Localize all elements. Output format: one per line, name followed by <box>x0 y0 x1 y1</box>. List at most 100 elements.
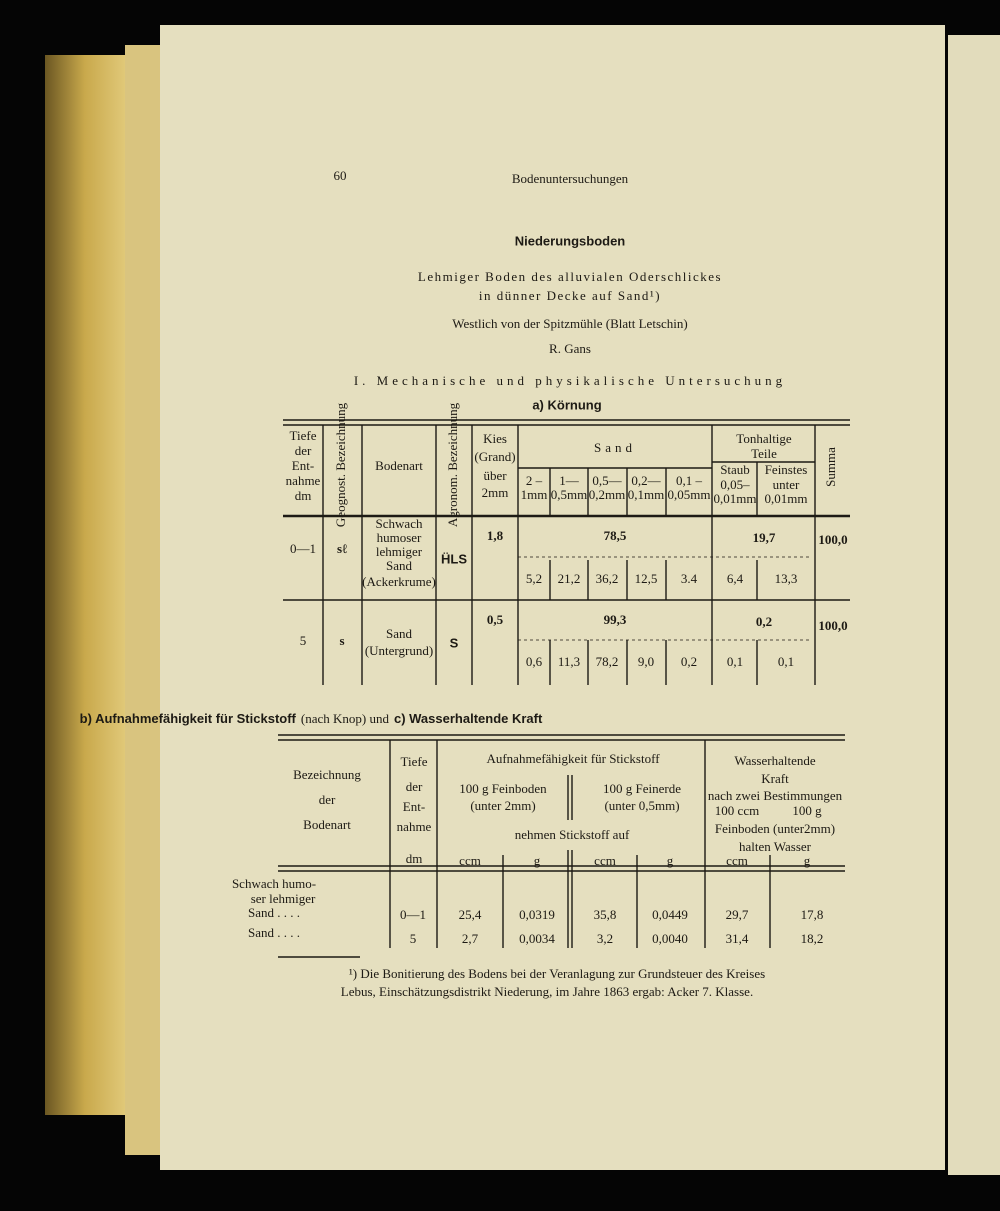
header-cell: Agronom. Bezeichnung <box>445 402 460 527</box>
cell: 0,0449 <box>652 907 688 922</box>
cell: Sand . . . . <box>248 905 300 920</box>
cell: lehmiger <box>376 544 423 559</box>
header-cell: Aufnahmefähigkeit für Stickstoff <box>486 751 660 766</box>
header-cell: unter <box>773 477 800 492</box>
cell: 5 <box>410 931 417 946</box>
header-cell: (unter 0,5mm) <box>604 798 679 813</box>
header-cell: Tiefe <box>290 428 317 443</box>
header-cell: Ent- <box>403 799 425 814</box>
header-cell: Kies <box>483 431 507 446</box>
cell: 0,0319 <box>519 907 555 922</box>
cell: 0,2 <box>681 654 697 669</box>
location: Westlich von der Spitzmühle (Blatt Letsc… <box>452 316 687 331</box>
cell: 31,4 <box>726 931 749 946</box>
header-cell: Bodenart <box>375 458 423 473</box>
cell: Sand <box>386 558 413 573</box>
header-cell: 0,05mm <box>668 487 711 502</box>
cell: Schwach humo- <box>232 876 316 891</box>
cell: 78,2 <box>596 654 619 669</box>
cell: 36,2 <box>596 571 619 586</box>
heading-part: b) Aufnahmefähigkeit für Stickstoff <box>80 711 297 726</box>
header-cell: (Grand) <box>474 449 515 464</box>
cell: 12,5 <box>635 571 658 586</box>
header-cell: Wasserhaltende <box>734 753 815 768</box>
header-unit: g <box>804 853 811 868</box>
cell: 3.4 <box>681 571 698 586</box>
header-cell: 0,1mm <box>628 487 664 502</box>
cell: 6,4 <box>727 571 744 586</box>
subsection-heading: a) Körnung <box>532 397 601 412</box>
page-number: 60 <box>334 168 347 183</box>
header-cell: Teile <box>751 446 777 461</box>
header-cell: Sand <box>594 440 636 455</box>
cell: Sand . . . . <box>248 925 300 940</box>
header-cell: 0,01mm <box>714 491 757 506</box>
cell: sℓ <box>337 541 347 556</box>
cell: 0,6 <box>526 654 543 669</box>
header-cell: (unter 2mm) <box>470 798 535 813</box>
header-cell: Bodenart <box>303 817 351 832</box>
header-cell: Summa <box>823 447 838 487</box>
header-cell: der <box>319 792 336 807</box>
cell: 78,5 <box>604 528 627 543</box>
header-unit: ccm <box>726 853 748 868</box>
header-cell: 0,1 – <box>676 473 703 488</box>
cell: 18,2 <box>801 931 824 946</box>
cell: 13,3 <box>775 571 798 586</box>
header-unit: dm <box>295 488 312 503</box>
header-cell: Geognost. Bezeichnung <box>333 402 348 527</box>
cell: s <box>339 633 344 648</box>
cell: 0,2 <box>756 614 772 629</box>
running-title: Bodenuntersuchungen <box>512 171 629 186</box>
header-cell: Bezeichnung <box>293 767 361 782</box>
cell: ser lehmiger <box>251 891 316 906</box>
cell: 5 <box>300 633 307 648</box>
header-cell: Staub <box>720 462 750 477</box>
cell: Sand <box>386 626 413 641</box>
cell: 11,3 <box>558 654 580 669</box>
page-edges <box>45 55 125 1115</box>
cell: humoser <box>377 530 422 545</box>
header-cell: 0,05– <box>720 477 750 492</box>
title: Niederungsboden <box>515 233 626 248</box>
cell: 0—1 <box>290 541 316 556</box>
book-page <box>160 25 945 1170</box>
cell: 21,2 <box>558 571 581 586</box>
cell: 99,3 <box>604 612 627 627</box>
header-unit: g <box>534 853 541 868</box>
header-unit: g <box>667 853 674 868</box>
cell: 0,5 <box>487 612 504 627</box>
header-cell: halten Wasser <box>739 839 812 854</box>
header-cell: Kraft <box>761 771 789 786</box>
header-cell: 100 g Feinboden <box>459 781 547 796</box>
table-rules <box>278 419 850 958</box>
cell: Schwach <box>376 516 423 531</box>
cell: 0—1 <box>400 907 426 922</box>
cell: ḦLS <box>441 551 467 566</box>
subtitle: in dünner Decke auf Sand¹) <box>479 288 661 303</box>
header-cell: 2mm <box>482 485 509 500</box>
header-unit: ccm <box>594 853 616 868</box>
header-cell: Tiefe <box>401 754 428 769</box>
cell: (Untergrund) <box>365 643 433 658</box>
author: R. Gans <box>549 341 591 356</box>
header-cell: Feinstes <box>765 462 808 477</box>
heading-part: (nach Knop) und <box>301 711 390 726</box>
cell: 0,0040 <box>652 931 688 946</box>
header-cell: 0,01mm <box>765 491 808 506</box>
header-cell: nehmen Stickstoff auf <box>515 827 630 842</box>
cell: 100,0 <box>818 532 847 547</box>
footnote: ¹) Die Bonitierung des Bodens bei der Ve… <box>349 966 765 981</box>
cell: 1,8 <box>487 528 504 543</box>
header-cell: Feinboden (unter2mm) <box>715 821 835 836</box>
cell: (Ackerkrume) <box>362 574 436 589</box>
cell: 29,7 <box>726 907 749 922</box>
header-cell: 0,2mm <box>589 487 625 502</box>
header-cell: nach zwei Bestimmungen <box>708 788 843 803</box>
header-unit: dm <box>406 851 423 866</box>
header-cell: 100 g Feinerde <box>603 781 681 796</box>
header-cell: der <box>406 779 423 794</box>
heading-part: c) Wasserhaltende Kraft <box>394 711 543 726</box>
cell: 0,1 <box>727 654 743 669</box>
